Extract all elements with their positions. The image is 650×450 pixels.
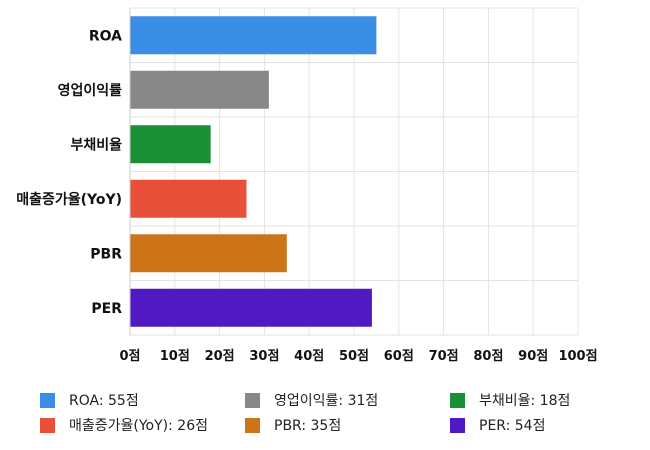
x-tick-label: 50점 xyxy=(339,349,369,364)
bar xyxy=(130,70,269,109)
legend-swatch xyxy=(245,392,260,408)
bar xyxy=(130,179,247,218)
bar xyxy=(130,234,287,273)
legend-item-sales-growth[interactable]: 매출증가율(YoY): 26점 xyxy=(40,415,208,435)
x-tick-label: 80점 xyxy=(473,349,503,364)
legend-item-operating-margin[interactable]: 영업이익률: 31점 xyxy=(245,390,378,410)
category-tick-label: 매출증가율(YoY) xyxy=(16,191,122,208)
bar xyxy=(130,288,372,327)
legend-item-pbr[interactable]: PBR: 35점 xyxy=(245,415,341,435)
legend-swatch xyxy=(40,392,55,408)
legend-label: ROA: 55점 xyxy=(69,393,139,409)
x-tick-label: 60점 xyxy=(384,349,414,364)
legend-label: PER: 54점 xyxy=(479,418,546,434)
legend-swatch xyxy=(40,417,55,433)
x-tick-label: 40점 xyxy=(294,349,324,364)
category-tick-label: 부채비율 xyxy=(70,136,122,153)
x-tick-label: 30점 xyxy=(249,349,279,364)
x-tick-label: 10점 xyxy=(160,349,190,364)
legend-label: 매출증가율(YoY): 26점 xyxy=(69,418,208,434)
legend-label: 영업이익률: 31점 xyxy=(274,393,379,409)
legend-swatch xyxy=(245,417,260,433)
category-tick-label: PBR xyxy=(90,246,122,262)
legend-item-debt-ratio[interactable]: 부채비율: 18점 xyxy=(450,390,570,410)
chart-legend: ROA: 55점 영업이익률: 31점 부채비율: 18점 매출증가율(YoY)… xyxy=(40,390,640,440)
legend-swatch xyxy=(450,417,465,433)
x-tick-label: 0점 xyxy=(119,349,140,364)
bar xyxy=(130,16,377,55)
category-tick-label: PER xyxy=(91,301,122,317)
x-tick-label: 20점 xyxy=(205,349,235,364)
x-tick-label: 70점 xyxy=(429,349,459,364)
legend-item-per[interactable]: PER: 54점 xyxy=(450,415,545,435)
category-tick-label: ROA xyxy=(89,28,122,44)
legend-swatch xyxy=(450,392,465,408)
x-tick-label: 90점 xyxy=(518,349,548,364)
category-tick-label: 영업이익률 xyxy=(58,82,123,99)
x-tick-label: 100점 xyxy=(558,349,597,364)
legend-label: PBR: 35점 xyxy=(274,418,342,434)
legend-label: 부채비율: 18점 xyxy=(479,393,571,409)
legend-item-roa[interactable]: ROA: 55점 xyxy=(40,390,139,410)
bar xyxy=(130,125,211,164)
